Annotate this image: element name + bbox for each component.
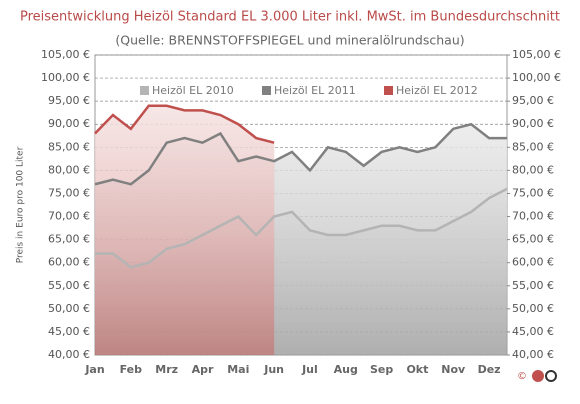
y2-tick-label: 75,00 € (512, 186, 554, 199)
y-tick-label: 85,00 € (48, 140, 90, 153)
y2-tick-label: 55,00 € (512, 279, 554, 292)
legend-swatch (384, 86, 393, 95)
y2-tick-label: 80,00 € (512, 163, 554, 176)
legend-swatch (140, 86, 149, 95)
x-tick-label: Aug (334, 363, 358, 376)
x-tick-label: Sep (370, 363, 393, 376)
y2-tick-label: 105,00 € (512, 48, 561, 61)
chart-subtitle: (Quelle: BRENNSTOFFSPIEGEL und mineralöl… (115, 33, 464, 48)
x-tick-label: Dez (478, 363, 501, 376)
y2-tick-label: 45,00 € (512, 325, 554, 338)
y2-tick-label: 40,00 € (512, 348, 554, 361)
y-tick-label: 105,00 € (41, 48, 90, 61)
logo-copyright: © (517, 371, 527, 382)
x-tick-label: Jan (84, 363, 104, 376)
y-tick-label: 70,00 € (48, 210, 90, 223)
y2-tick-label: 85,00 € (512, 140, 554, 153)
legend-label: Heizöl EL 2012 (396, 84, 478, 97)
area-fade (95, 105, 275, 356)
y-tick-label: 75,00 € (48, 186, 90, 199)
y2-tick-label: 95,00 € (512, 94, 554, 107)
line (95, 187, 508, 269)
y2-tick-label: 100,00 € (512, 71, 561, 84)
x-tick-label: Mai (227, 363, 249, 376)
x-tick-label: Mrz (155, 363, 178, 376)
y2-tick-label: 60,00 € (512, 256, 554, 269)
y-tick-label: 60,00 € (48, 256, 90, 269)
x-tick-label: Apr (192, 363, 214, 376)
y-tick-label: 100,00 € (41, 71, 90, 84)
x-tick-label: Jul (301, 363, 318, 376)
y-tick-label: 45,00 € (48, 325, 90, 338)
legend-swatch (262, 86, 271, 95)
x-tick-label: Nov (441, 363, 466, 376)
y2-tick-label: 70,00 € (512, 210, 554, 223)
y-axis-label: Preis in Euro pro 100 Liter (16, 146, 26, 263)
line (94, 104, 275, 144)
legend-label: Heizöl EL 2010 (152, 84, 234, 97)
logo-mark (532, 370, 544, 382)
y2-tick-label: 65,00 € (512, 233, 554, 246)
y2-tick-label: 90,00 € (512, 117, 554, 130)
y-tick-label: 65,00 € (48, 233, 90, 246)
y-tick-label: 40,00 € (48, 348, 90, 361)
logo-mark (545, 370, 557, 382)
y-tick-label: 50,00 € (48, 302, 90, 315)
y-tick-label: 80,00 € (48, 163, 90, 176)
y2-tick-label: 50,00 € (512, 302, 554, 315)
x-tick-label: Feb (120, 363, 143, 376)
legend-label: Heizöl EL 2011 (274, 84, 356, 97)
x-tick-label: Okt (406, 363, 428, 376)
logo: © (517, 370, 557, 382)
y-tick-label: 90,00 € (48, 117, 90, 130)
y-tick-label: 55,00 € (48, 279, 90, 292)
x-tick-label: Jun (263, 363, 284, 376)
chart-title: Preisentwicklung Heizöl Standard EL 3.00… (20, 10, 560, 25)
area-group (95, 105, 275, 356)
y-tick-label: 95,00 € (48, 94, 90, 107)
line (94, 122, 507, 186)
